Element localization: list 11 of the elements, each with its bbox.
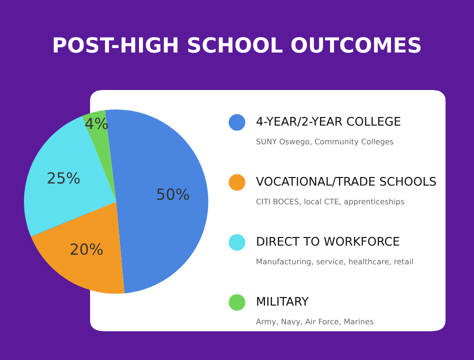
data-label: 20% bbox=[70, 243, 103, 255]
pie-slice bbox=[82, 110, 116, 202]
pie-slice bbox=[30, 202, 124, 294]
data-label: 25% bbox=[48, 172, 80, 184]
pie-slice bbox=[24, 116, 116, 237]
legend-label: DIRECT TO WORKFORCE bbox=[257, 236, 400, 246]
legend-label: VOCATIONAL/TRADE SCHOOLS bbox=[256, 176, 436, 187]
chart-title: POST-HIGH SCHOOL OUTCOMES bbox=[54, 37, 421, 53]
data-label: 50% bbox=[157, 188, 190, 200]
legend-label: 4-YEAR/2-YEAR COLLEGE bbox=[256, 116, 400, 127]
legend-label: MILITARY bbox=[257, 297, 309, 306]
